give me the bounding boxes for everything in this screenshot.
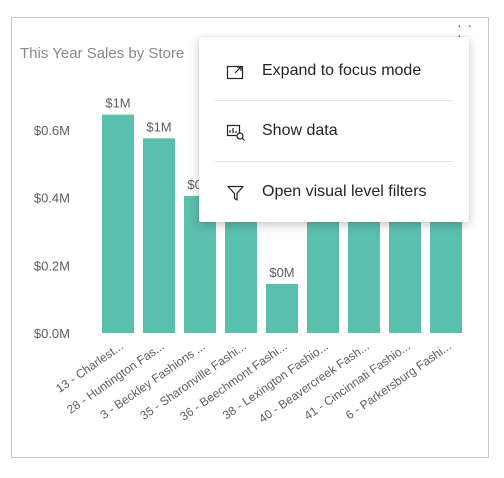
y-tick-label: $0.0M — [34, 326, 70, 341]
data-label: $1M — [146, 119, 171, 134]
menu-item-label: Expand to focus mode — [262, 62, 422, 79]
menu-item-expand-focus-mode[interactable]: Expand to focus mode — [199, 41, 469, 101]
expand-icon — [226, 65, 244, 80]
visual-options-menu: Expand to focus mode Show data Open visu… — [199, 37, 469, 222]
y-tick-label: $0.2M — [34, 258, 70, 273]
bar[interactable] — [102, 114, 134, 333]
menu-divider — [215, 161, 453, 162]
menu-item-label: Show data — [262, 122, 338, 139]
y-tick-label: $0.4M — [34, 191, 70, 206]
visual-title: This Year Sales by Store — [20, 45, 185, 62]
y-tick-label: $0.6M — [34, 123, 70, 138]
show-data-icon — [226, 124, 245, 141]
menu-item-label: Open visual level filters — [262, 183, 427, 200]
filter-icon — [227, 185, 244, 201]
bar[interactable] — [266, 283, 298, 333]
bar[interactable] — [143, 138, 175, 333]
data-label: $0M — [269, 265, 294, 280]
menu-item-show-data[interactable]: Show data — [199, 101, 469, 161]
data-label: $1M — [105, 96, 130, 111]
menu-item-visual-level-filters[interactable]: Open visual level filters — [199, 162, 469, 222]
menu-divider — [215, 100, 453, 101]
more-options-icon[interactable]: · · · — [457, 17, 474, 43]
